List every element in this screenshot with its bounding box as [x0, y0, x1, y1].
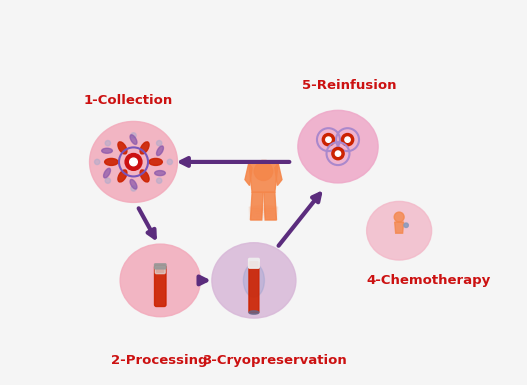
FancyBboxPatch shape: [154, 265, 166, 306]
Ellipse shape: [243, 264, 265, 297]
Circle shape: [345, 137, 350, 142]
Circle shape: [94, 159, 100, 165]
Circle shape: [332, 147, 344, 160]
Ellipse shape: [154, 171, 165, 176]
Polygon shape: [261, 160, 266, 163]
Ellipse shape: [118, 142, 127, 154]
Polygon shape: [250, 192, 263, 220]
FancyBboxPatch shape: [249, 262, 259, 313]
Ellipse shape: [118, 170, 127, 182]
Ellipse shape: [249, 311, 259, 314]
Circle shape: [167, 159, 172, 165]
Circle shape: [105, 178, 111, 183]
Text: 3-Cryopreservation: 3-Cryopreservation: [202, 354, 347, 367]
Text: 1-Collection: 1-Collection: [84, 94, 173, 107]
Circle shape: [157, 178, 162, 183]
Ellipse shape: [149, 159, 162, 166]
Circle shape: [130, 158, 138, 166]
Ellipse shape: [249, 212, 278, 216]
Text: 5-Reinfusion: 5-Reinfusion: [301, 79, 396, 92]
Ellipse shape: [140, 170, 149, 182]
Circle shape: [131, 133, 136, 138]
Polygon shape: [275, 163, 282, 186]
Circle shape: [404, 223, 408, 228]
Ellipse shape: [130, 135, 137, 144]
Circle shape: [125, 154, 142, 170]
Ellipse shape: [157, 146, 163, 156]
Ellipse shape: [212, 243, 296, 318]
Ellipse shape: [102, 148, 112, 153]
Ellipse shape: [249, 206, 278, 209]
Ellipse shape: [140, 142, 149, 154]
Circle shape: [326, 137, 331, 142]
FancyBboxPatch shape: [155, 266, 165, 274]
Circle shape: [394, 212, 404, 222]
Ellipse shape: [104, 168, 111, 178]
Polygon shape: [249, 163, 278, 192]
Polygon shape: [264, 192, 277, 220]
Ellipse shape: [120, 244, 200, 317]
Circle shape: [323, 134, 335, 146]
Text: 2-Processing: 2-Processing: [111, 354, 207, 367]
Circle shape: [131, 186, 136, 191]
Ellipse shape: [249, 207, 278, 211]
Ellipse shape: [367, 201, 432, 260]
Ellipse shape: [298, 110, 378, 183]
Ellipse shape: [90, 121, 178, 203]
Polygon shape: [395, 222, 404, 233]
FancyBboxPatch shape: [249, 258, 259, 268]
Ellipse shape: [130, 179, 137, 189]
Circle shape: [335, 151, 340, 156]
Ellipse shape: [249, 209, 278, 213]
Text: 4-Chemotherapy: 4-Chemotherapy: [367, 274, 491, 287]
Circle shape: [105, 141, 111, 146]
Circle shape: [341, 134, 354, 146]
Circle shape: [254, 162, 272, 181]
Ellipse shape: [249, 211, 278, 214]
Polygon shape: [245, 163, 252, 186]
FancyBboxPatch shape: [154, 264, 166, 269]
Ellipse shape: [105, 159, 118, 166]
Circle shape: [157, 141, 162, 146]
